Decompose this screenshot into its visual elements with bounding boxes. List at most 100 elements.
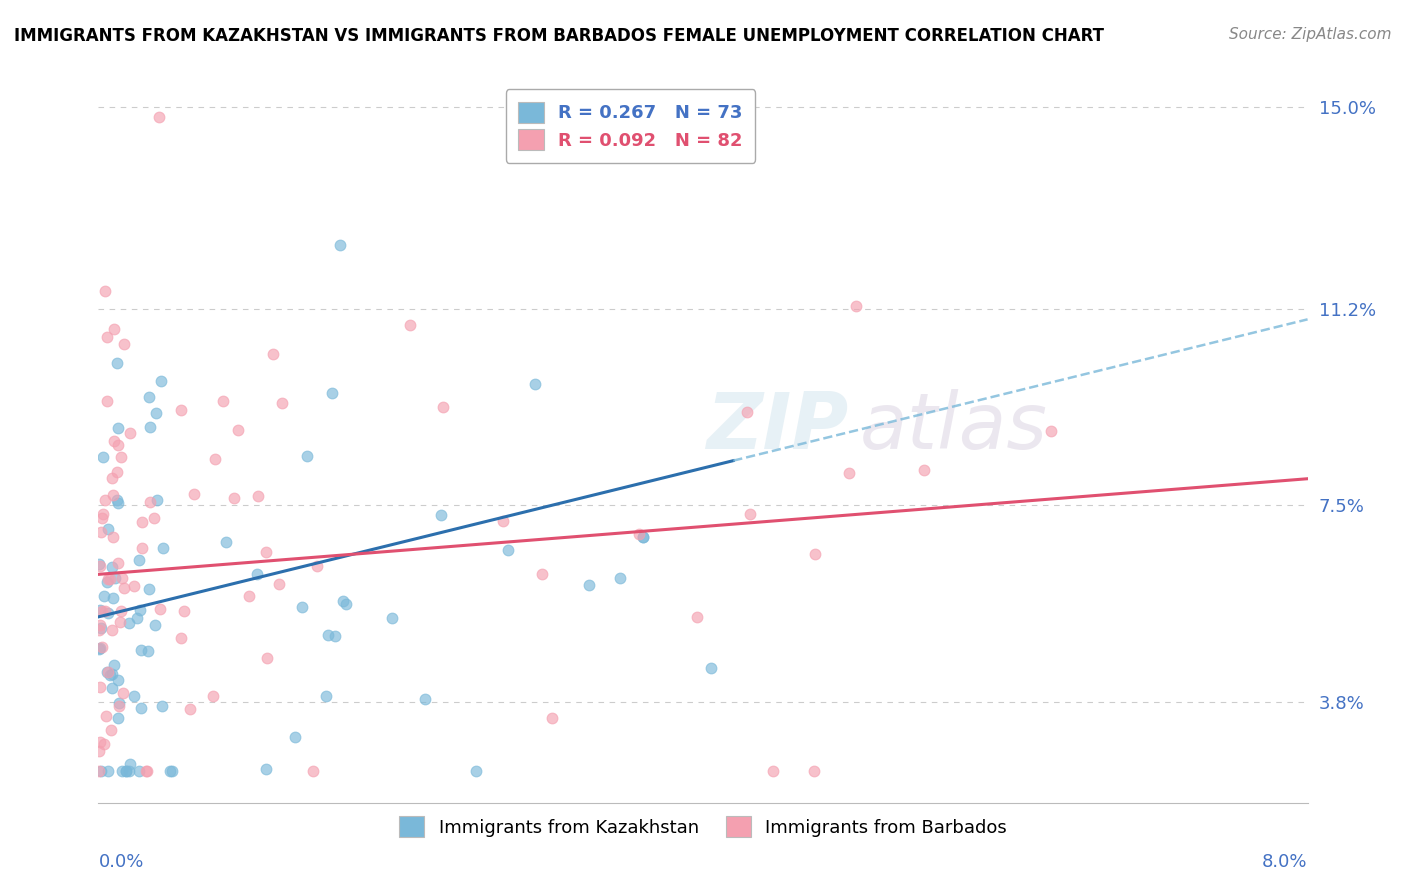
- Point: [131, 701, 153, 715]
- Point: [803, 764, 825, 778]
- Point: [149, 602, 172, 616]
- Point: [284, 730, 307, 744]
- Point: [89, 559, 111, 574]
- Point: [138, 390, 160, 404]
- Point: [118, 425, 141, 440]
- Point: [432, 401, 454, 415]
- Point: [96, 575, 118, 590]
- Point: [150, 699, 173, 714]
- Point: [89, 641, 111, 656]
- Point: [97, 572, 120, 586]
- Point: [114, 764, 136, 778]
- Point: [94, 492, 117, 507]
- Point: [89, 618, 111, 632]
- Point: [267, 577, 290, 591]
- Point: [131, 541, 153, 555]
- Point: [107, 673, 129, 687]
- Point: [87, 764, 110, 778]
- Point: [107, 437, 129, 451]
- Point: [96, 394, 118, 409]
- Point: [762, 764, 785, 778]
- Point: [93, 284, 115, 298]
- Point: [129, 603, 152, 617]
- Point: [101, 531, 124, 545]
- Point: [254, 763, 277, 777]
- Point: [738, 507, 761, 521]
- Point: [297, 449, 319, 463]
- Point: [108, 615, 131, 629]
- Point: [202, 690, 225, 704]
- Point: [496, 543, 519, 558]
- Point: [89, 642, 111, 657]
- Point: [89, 603, 111, 617]
- Point: [101, 681, 124, 695]
- Point: [262, 347, 284, 361]
- Point: [91, 450, 114, 464]
- Point: [96, 329, 118, 343]
- Point: [107, 556, 129, 570]
- Point: [91, 511, 114, 525]
- Text: ZIP: ZIP: [706, 389, 848, 465]
- Point: [413, 692, 436, 706]
- Point: [179, 702, 201, 716]
- Point: [256, 650, 278, 665]
- Point: [170, 631, 193, 645]
- Point: [135, 764, 157, 778]
- Point: [107, 698, 129, 713]
- Point: [111, 571, 134, 585]
- Point: [204, 452, 226, 467]
- Point: [183, 487, 205, 501]
- Text: 8.0%: 8.0%: [1263, 854, 1308, 871]
- Point: [108, 696, 131, 710]
- Point: [491, 514, 513, 528]
- Point: [254, 545, 277, 559]
- Point: [699, 661, 721, 675]
- Point: [465, 764, 488, 778]
- Point: [398, 318, 420, 332]
- Point: [609, 571, 631, 585]
- Point: [112, 581, 135, 595]
- Point: [246, 489, 269, 503]
- Point: [118, 764, 141, 778]
- Point: [107, 711, 129, 725]
- Point: [94, 604, 117, 618]
- Point: [112, 337, 135, 351]
- Point: [1039, 424, 1062, 438]
- Point: [138, 582, 160, 596]
- Point: [912, 463, 935, 477]
- Point: [98, 668, 121, 682]
- Point: [93, 589, 115, 603]
- Point: [96, 665, 118, 680]
- Point: [631, 530, 654, 544]
- Point: [103, 434, 125, 448]
- Point: [838, 467, 860, 481]
- Point: [89, 557, 111, 571]
- Point: [91, 640, 114, 654]
- Point: [104, 571, 127, 585]
- Point: [89, 624, 111, 638]
- Point: [111, 685, 134, 699]
- Point: [93, 737, 115, 751]
- Point: [148, 111, 170, 125]
- Point: [686, 609, 709, 624]
- Point: [128, 552, 150, 566]
- Point: [321, 385, 343, 400]
- Point: [89, 744, 111, 758]
- Point: [627, 527, 650, 541]
- Point: [128, 764, 150, 778]
- Point: [103, 321, 125, 335]
- Point: [103, 657, 125, 672]
- Point: [160, 764, 183, 778]
- Point: [131, 515, 153, 529]
- Point: [105, 493, 128, 508]
- Point: [540, 711, 562, 725]
- Point: [531, 566, 554, 581]
- Point: [89, 735, 111, 749]
- Point: [101, 471, 124, 485]
- Point: [110, 604, 132, 618]
- Point: [143, 618, 166, 632]
- Text: atlas: atlas: [860, 389, 1047, 465]
- Point: [332, 594, 354, 608]
- Point: [124, 689, 146, 703]
- Point: [212, 393, 235, 408]
